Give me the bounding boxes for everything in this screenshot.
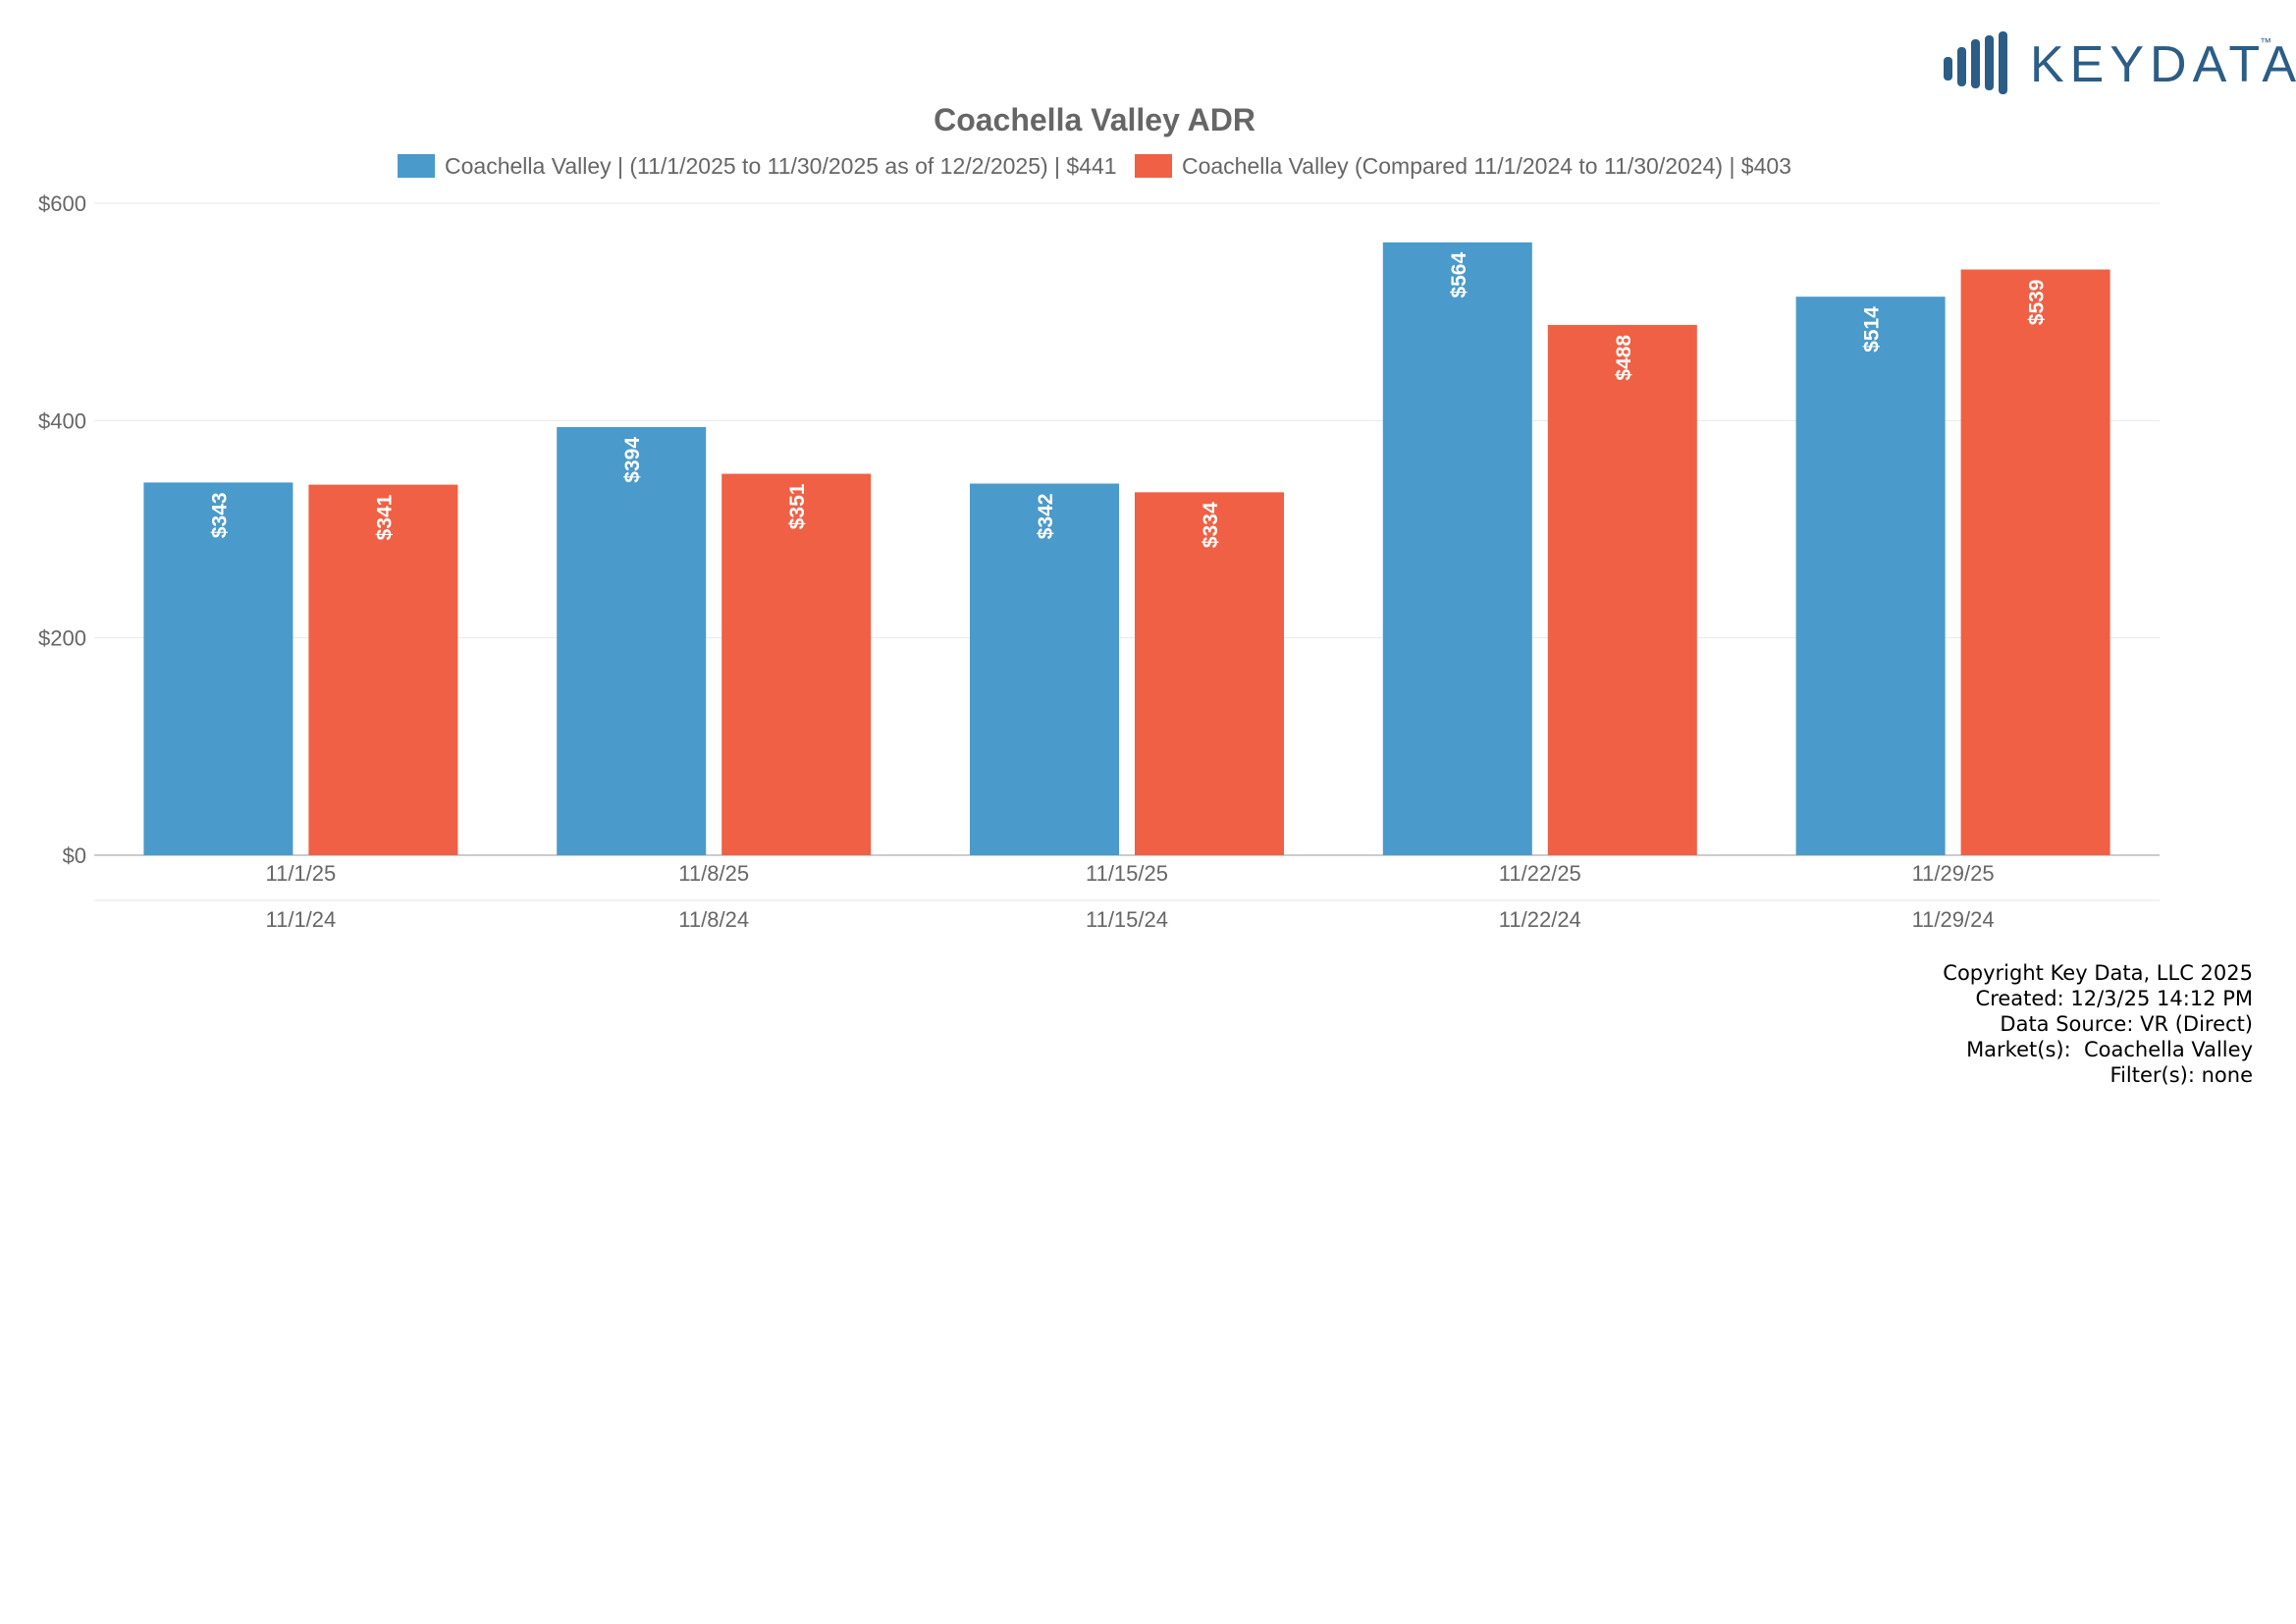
y-tick-label: $200 <box>38 626 86 651</box>
data-label: $351 <box>786 483 809 529</box>
bar <box>1795 297 1946 855</box>
keydata-logo: KEYDATA ™ <box>1944 27 2296 96</box>
x-tick-label: 11/29/25 <box>1912 861 1995 886</box>
bar-chart: $0 $200 $400 $600 $343 $341 11/1/25 11/1/24 $394… <box>38 191 2160 932</box>
legend-item-compared[interactable]: Coachella Valley (Compared 11/1/2024 to … <box>1134 153 1791 180</box>
bar <box>1547 324 1697 855</box>
footer-filters: Filter(s): none <box>2109 1063 2253 1087</box>
x-tick-label: 11/1/25 <box>266 861 337 886</box>
x-tick-label: 11/8/25 <box>678 861 749 886</box>
data-label: $394 <box>621 437 644 483</box>
footer-source: Data Source: VR (Direct) <box>2000 1012 2253 1036</box>
x-tick-label: 11/22/25 <box>1499 861 1581 886</box>
footer-markets: Market(s): Coachella Valley <box>1966 1038 2253 1061</box>
data-label: $514 <box>1861 306 1884 352</box>
data-label: $341 <box>373 494 396 540</box>
x-tick-label: 11/15/25 <box>1086 861 1168 886</box>
y-tick-label: $0 <box>63 843 86 868</box>
data-label: $488 <box>1613 335 1635 381</box>
report-footer: Copyright Key Data, LLC 2025 Created: 12… <box>1943 960 2253 1088</box>
bar <box>143 482 294 855</box>
logo-trademark: ™ <box>2260 35 2271 49</box>
legend-label-compared: Coachella Valley (Compared 11/1/2024 to … <box>1181 153 1791 179</box>
x-tick-label-secondary: 11/15/24 <box>1086 907 1168 932</box>
data-label: $334 <box>1200 502 1222 548</box>
bar <box>970 483 1119 855</box>
footer-copyright: Copyright Key Data, LLC 2025 <box>1943 961 2253 985</box>
bar <box>557 426 707 855</box>
data-label: $539 <box>2026 280 2049 326</box>
chart-title: Coachella Valley ADR <box>934 102 1255 137</box>
bar <box>721 473 872 855</box>
legend-label-current: Coachella Valley | (11/1/2025 to 11/30/2… <box>445 153 1117 179</box>
bar <box>1382 242 1532 856</box>
footer-created: Created: 12/3/25 14:12 PM <box>1975 987 2253 1010</box>
bar <box>1135 492 1284 855</box>
bar <box>308 484 458 855</box>
logo-bars-icon <box>1944 31 2007 94</box>
y-tick-label: $400 <box>38 408 86 433</box>
x-tick-label-secondary: 11/8/24 <box>678 907 749 932</box>
legend-item-current[interactable]: Coachella Valley | (11/1/2025 to 11/30/2… <box>398 153 1117 180</box>
chart-legend: Coachella Valley | (11/1/2025 to 11/30/2… <box>0 153 2189 180</box>
bar <box>1960 269 2110 855</box>
data-label: $564 <box>1448 252 1470 298</box>
x-tick-label-secondary: 11/22/24 <box>1499 907 1581 932</box>
x-tick-label-secondary: 11/1/24 <box>266 907 337 932</box>
legend-swatch-current <box>398 154 436 178</box>
y-tick-label: $600 <box>38 191 86 216</box>
logo-wordmark: KEYDATA <box>2030 36 2296 93</box>
x-tick-label-secondary: 11/29/24 <box>1912 907 1995 932</box>
data-label: $342 <box>1035 494 1057 540</box>
data-label: $343 <box>208 492 231 538</box>
legend-swatch-compared <box>1134 154 1172 178</box>
